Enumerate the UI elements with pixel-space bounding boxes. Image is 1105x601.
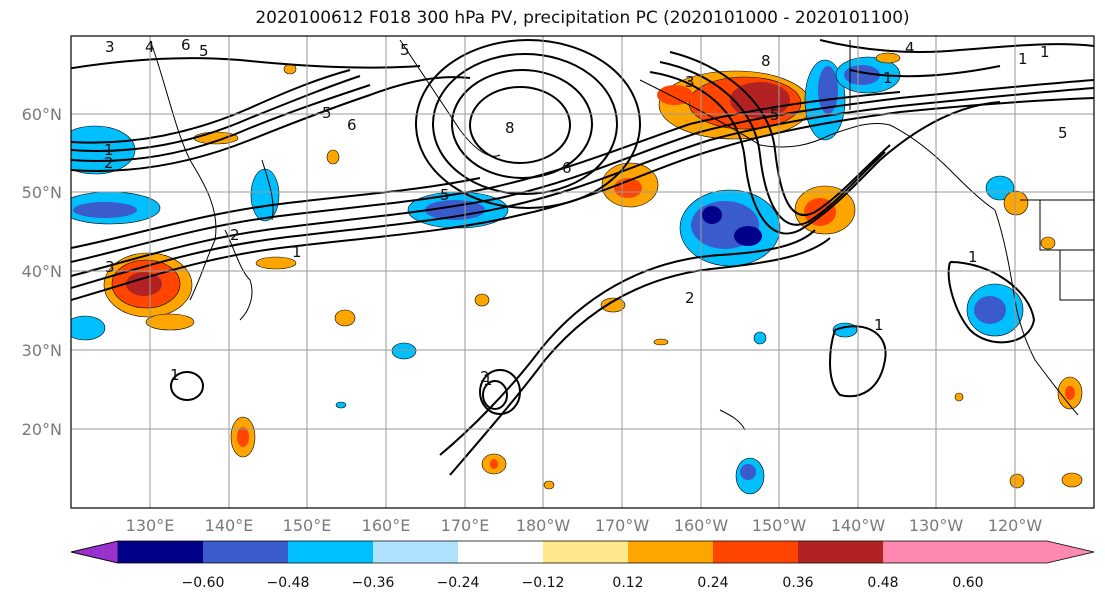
contour-label: 5 — [440, 186, 450, 204]
colorbar-segment — [543, 541, 628, 563]
contour-label: 8 — [761, 52, 771, 70]
contour-label: 5 — [770, 106, 780, 124]
colorbar-segment — [203, 541, 288, 563]
contour-label: 1 — [1018, 50, 1028, 68]
colorbar-tick-label: 0.60 — [952, 575, 983, 591]
lon-label: 170°E — [441, 516, 490, 535]
contour-label: 1 — [292, 243, 302, 261]
colorbar-tick-label: −0.60 — [182, 575, 225, 591]
graticule — [71, 36, 1094, 508]
colorbar-segment — [458, 541, 543, 563]
lon-label: 150°E — [283, 516, 332, 535]
contour-label: 6 — [347, 116, 357, 134]
lat-label: 40°N — [22, 262, 62, 281]
colorbar: −0.60 −0.48 −0.36 −0.24 −0.12 0.12 0.24 … — [70, 540, 1095, 591]
colorbar-extend-high — [968, 541, 1094, 563]
contour-label: 1 — [883, 69, 893, 87]
colorbar-tick-label: −0.48 — [267, 575, 310, 591]
colorbar-segment — [798, 541, 883, 563]
map-frame — [70, 35, 1095, 509]
lon-label: 160°E — [362, 516, 411, 535]
colorbar-segment — [883, 541, 968, 563]
contour-label: 1 — [483, 371, 493, 389]
contour-labels: 3 4 6 5 1 2 5 5 6 8 6 1 5 3 2 2 8 5 3 1 … — [104, 36, 1068, 389]
contour-label: 2 — [685, 289, 695, 307]
lon-label: 180°W — [516, 516, 571, 535]
lon-label: 160°W — [674, 516, 729, 535]
colorbar-tick-label: 0.48 — [867, 575, 898, 591]
chart-title: 2020100612 F018 300 hPa PV, precipitatio… — [255, 8, 910, 28]
lon-label: 170°W — [595, 516, 650, 535]
contour-label: 3 — [105, 38, 115, 56]
lon-label: 150°W — [752, 516, 807, 535]
contour-label: 5 — [322, 104, 332, 122]
colorbar-tick-label: 0.36 — [782, 575, 813, 591]
longitude-labels: 130°E 140°E 150°E 160°E 170°E 180°W 170°… — [126, 516, 1043, 535]
contour-label: 5 — [199, 42, 209, 60]
contour-label: 2 — [480, 368, 490, 386]
lon-label: 130°W — [909, 516, 964, 535]
contour-label: 1 — [968, 248, 978, 266]
colorbar-segment — [628, 541, 713, 563]
contour-label: 2 — [104, 154, 114, 172]
colorbar-tick-label: −0.36 — [352, 575, 395, 591]
coastlines — [149, 39, 1094, 431]
contour-label: 2 — [230, 226, 240, 244]
contour-label: 4 — [905, 39, 915, 57]
lat-label: 30°N — [22, 341, 62, 360]
colorbar-tick-label: 0.12 — [612, 575, 643, 591]
lon-label: 130°E — [126, 516, 175, 535]
lat-label: 50°N — [22, 183, 62, 202]
contour-label: 1 — [104, 141, 114, 159]
colorbar-segment — [713, 541, 798, 563]
colorbar-segment — [288, 541, 373, 563]
contour-label: 6 — [562, 159, 572, 177]
colorbar-segment — [118, 541, 203, 563]
contour-label: 1 — [170, 366, 180, 384]
contour-label: 1 — [874, 316, 884, 334]
colorbar-tick-label: −0.12 — [522, 575, 565, 591]
contour-label: 6 — [181, 36, 191, 54]
colorbar-tick-label: −0.24 — [437, 575, 480, 591]
contour-label: 5 — [400, 41, 410, 59]
contour-label: 3 — [105, 258, 115, 276]
contour-label: 4 — [145, 38, 155, 56]
lat-label: 60°N — [22, 105, 62, 124]
colorbar-tick-label: 0.24 — [697, 575, 728, 591]
contour-label: 8 — [505, 119, 515, 137]
latitude-labels: 60°N 50°N 40°N 30°N 20°N — [22, 105, 62, 439]
colorbar-extend-low — [70, 540, 119, 564]
map-background — [71, 36, 1094, 508]
lon-label: 140°E — [205, 516, 254, 535]
contour-label: 5 — [1058, 124, 1068, 142]
lat-label: 20°N — [22, 420, 62, 439]
lon-label: 140°W — [831, 516, 886, 535]
contour-label: 1 — [1040, 43, 1050, 61]
contour-label: 3 — [685, 73, 695, 91]
colorbar-segment — [373, 541, 458, 563]
pv-contours — [71, 39, 1094, 476]
lon-label: 120°W — [988, 516, 1043, 535]
